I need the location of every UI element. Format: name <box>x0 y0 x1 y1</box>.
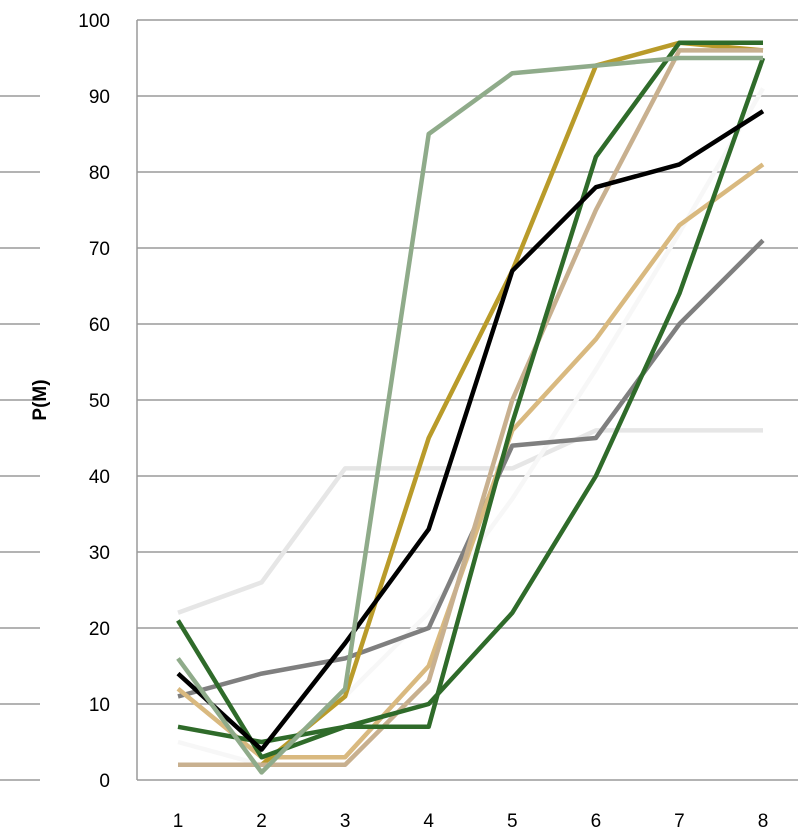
series-line-8 <box>177 57 766 745</box>
x-tick-label: 2 <box>256 811 267 832</box>
x-tick-label: 5 <box>507 811 518 832</box>
series-line-2 <box>177 87 765 768</box>
y-tick-label: 20 <box>89 619 110 640</box>
series-line-6 <box>178 48 763 768</box>
y-tick-label: 50 <box>89 391 110 412</box>
x-tick-label: 7 <box>674 811 685 832</box>
left-axis-stubs <box>0 95 40 781</box>
x-tick-label: 8 <box>758 811 769 832</box>
y-tick-label: 60 <box>89 315 110 336</box>
y-tick-label: 100 <box>78 11 110 32</box>
series-line-7 <box>176 40 763 760</box>
x-tick-label: 4 <box>423 811 434 832</box>
y-tick-label: 70 <box>89 239 110 260</box>
x-tick-label: 3 <box>340 811 351 832</box>
series-line-9 <box>176 109 765 752</box>
y-tick-label: 80 <box>89 163 110 184</box>
gridlines <box>137 19 798 781</box>
x-tick-labels: 1 2 3 4 5 6 7 8 <box>173 811 769 832</box>
series-line-1 <box>177 428 763 615</box>
y-axis-title: P(M) <box>30 379 51 420</box>
series-lines <box>176 40 766 775</box>
x-tick-label: 1 <box>173 811 184 832</box>
y-tick-label: 40 <box>89 467 110 488</box>
y-tick-label: 90 <box>89 87 110 108</box>
x-tick-label: 6 <box>591 811 602 832</box>
y-tick-labels: 0 10 20 30 40 50 60 70 80 90 100 <box>78 11 110 792</box>
y-tick-label: 30 <box>89 543 110 564</box>
series-line-10 <box>176 55 763 775</box>
series-line-4 <box>176 162 765 760</box>
y-tick-label: 10 <box>89 695 110 716</box>
y-tick-label: 0 <box>99 771 110 792</box>
